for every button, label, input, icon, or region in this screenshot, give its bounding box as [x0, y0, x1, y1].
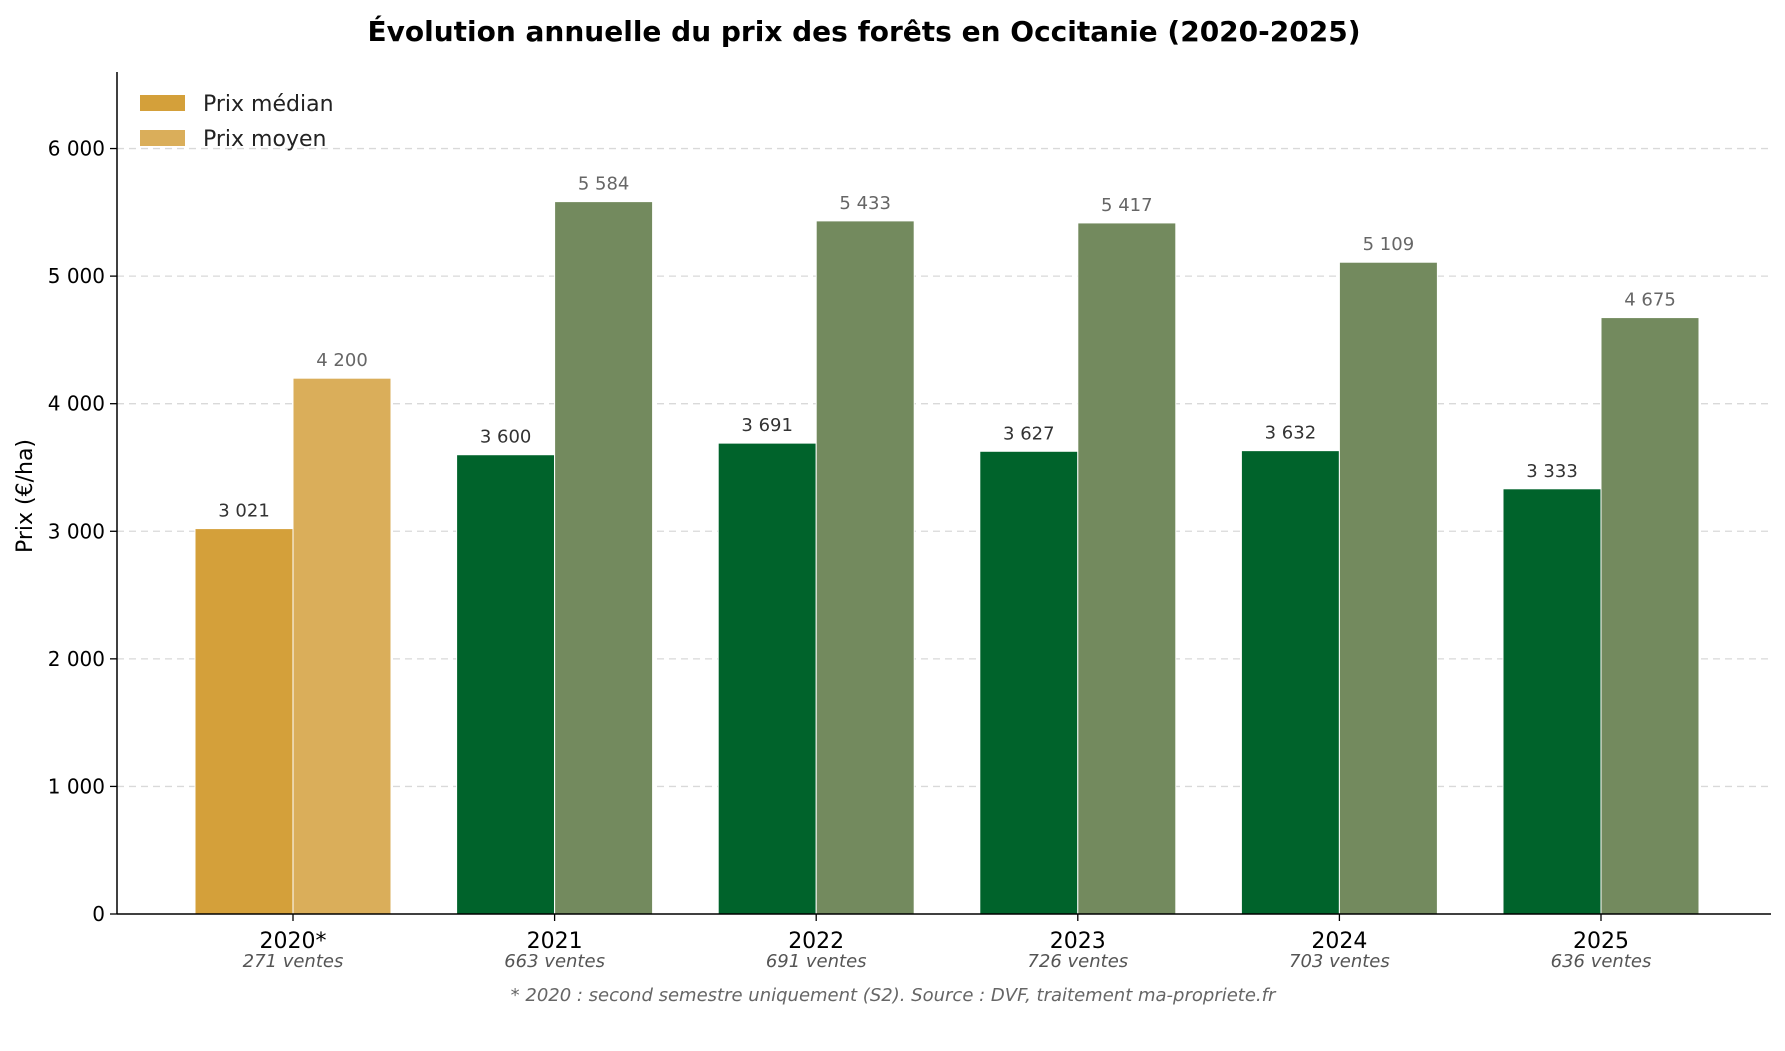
y-tick-label: 0 [92, 902, 105, 926]
bar-median [456, 454, 556, 915]
chart-title: Évolution annuelle du prix des forêts en… [367, 14, 1360, 48]
value-label-mean: 5 109 [1363, 234, 1415, 255]
value-label-median: 3 333 [1526, 461, 1578, 482]
value-label-median: 3 627 [1003, 423, 1055, 444]
x-tick-sublabel: 663 ventes [504, 951, 605, 972]
value-label-median: 3 600 [480, 427, 532, 448]
value-label-mean: 5 584 [578, 174, 630, 195]
y-tick-label: 4 000 [48, 392, 105, 416]
bar-median [1240, 450, 1340, 915]
bar-mean [554, 201, 654, 915]
x-tick-label: 2021 [527, 929, 583, 954]
y-tick-label: 2 000 [48, 647, 105, 671]
value-label-mean: 5 433 [839, 193, 891, 214]
bar-mean [1077, 222, 1177, 915]
legend-swatch [140, 95, 185, 111]
y-tick-label: 1 000 [48, 774, 105, 798]
x-tick-sublabel: 726 ventes [1027, 951, 1128, 972]
bar-median [194, 528, 294, 915]
legend-swatch [140, 130, 185, 146]
x-tick-label: 2024 [1311, 929, 1367, 954]
bar-mean [815, 220, 915, 915]
value-label-mean: 4 200 [316, 350, 368, 371]
y-tick-label: 6 000 [48, 137, 105, 161]
y-tick-label: 5 000 [48, 264, 105, 288]
bar-median [717, 442, 817, 915]
legend: Prix médian Prix moyen [140, 92, 334, 152]
bar-mean [1338, 261, 1438, 915]
x-tick-label: 2022 [788, 929, 844, 954]
x-tick-label: 2025 [1573, 929, 1629, 954]
value-labels: 3 021 4 200 3 600 5 584 3 691 5 433 3 627 5 417… [218, 174, 1676, 522]
value-label-median: 3 021 [218, 501, 270, 522]
value-label-mean: 4 675 [1624, 290, 1676, 311]
footnote: * 2020 : second semestre uniquement (S2)… [511, 985, 1277, 1006]
legend-label: Prix moyen [203, 127, 326, 152]
x-tick-sublabel: 636 ventes [1551, 951, 1652, 972]
bar-median [1502, 488, 1602, 915]
x-tick-label: 2023 [1050, 929, 1106, 954]
x-tick-sublabel: 691 ventes [766, 951, 867, 972]
legend-label: Prix médian [203, 92, 334, 117]
value-label-median: 3 691 [741, 415, 793, 436]
bar-mean [292, 377, 392, 915]
y-axis-label: Prix (€/ha) [13, 439, 38, 553]
x-tick-label: 2020* [260, 929, 327, 954]
y-tick-label: 3 000 [48, 519, 105, 543]
axes [116, 72, 1771, 915]
value-label-mean: 5 417 [1101, 195, 1153, 216]
value-label-median: 3 632 [1265, 423, 1317, 444]
bars [194, 201, 1700, 915]
x-tick-sublabel: 703 ventes [1289, 951, 1390, 972]
x-tick-sublabel: 271 ventes [243, 951, 344, 972]
bar-mean [1600, 317, 1700, 915]
y-ticks: 0 1 000 2 000 3 000 4 000 5 000 6 000 [48, 137, 117, 926]
bar-median [979, 450, 1079, 915]
